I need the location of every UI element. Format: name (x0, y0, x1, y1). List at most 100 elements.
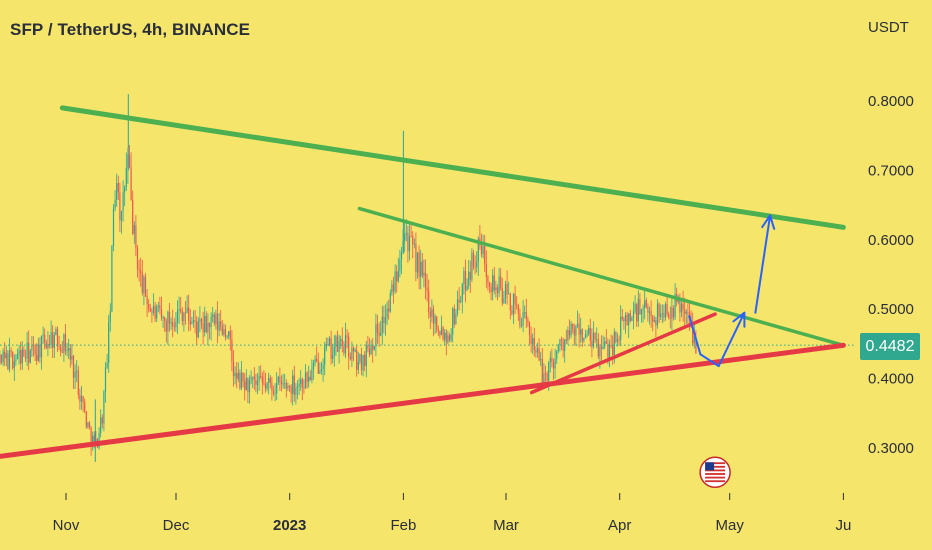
chart-title[interactable]: SFP / TetherUS, 4h, BINANCE (10, 20, 251, 39)
candle-body (647, 306, 649, 313)
candle-body (487, 276, 489, 283)
candle-body (205, 315, 207, 333)
candle-body (16, 353, 19, 360)
candle-body (90, 427, 92, 447)
candle-body (455, 313, 457, 325)
candle-body (541, 359, 543, 383)
trendlines[interactable] (0, 105, 846, 460)
candle-body (375, 324, 377, 347)
candle-body (183, 312, 185, 321)
candle-body (680, 303, 683, 313)
candle-body (528, 322, 531, 335)
candle-body (255, 379, 257, 385)
events[interactable] (699, 456, 731, 489)
candle-body (50, 332, 52, 345)
candle-body (167, 311, 169, 332)
candle-body (114, 199, 116, 209)
candle-body (394, 271, 396, 292)
candle-body (274, 393, 276, 395)
candle-body (432, 309, 435, 324)
candles (0, 94, 697, 462)
candle-body (119, 192, 121, 221)
candle-body (181, 311, 183, 321)
trendline-short-resistance[interactable] (357, 206, 846, 348)
candle-body (231, 339, 233, 362)
trendline-long-support[interactable] (0, 342, 846, 460)
candle-body (484, 246, 486, 265)
candle-body (628, 313, 630, 326)
candle-body (344, 335, 347, 354)
candle-body (55, 328, 57, 335)
candle-body (354, 350, 356, 352)
candle-body (556, 350, 558, 360)
candle-body (237, 372, 239, 379)
candle-body (439, 330, 441, 336)
candle-body (288, 386, 291, 387)
candle-body (250, 377, 252, 380)
candle-body (53, 335, 55, 348)
candle-body (565, 339, 567, 341)
candle-body (303, 387, 305, 389)
candle-body (148, 304, 150, 309)
candle-body (346, 335, 348, 337)
candle-body (448, 335, 451, 341)
candle-body (12, 351, 14, 369)
candle-body (271, 383, 273, 391)
candle-body (95, 438, 97, 442)
candle-body (474, 267, 476, 268)
candle-body (551, 357, 553, 362)
candle-body (68, 348, 70, 351)
y-axis[interactable]: 0.8000 0.7000 0.6000 0.5000 0.4000 0.3000 (868, 93, 914, 457)
candle-body (282, 383, 284, 385)
candle-body (189, 320, 191, 325)
candle-body (418, 252, 420, 277)
candle-body (100, 417, 102, 434)
candle-body (591, 340, 593, 347)
candle-body (316, 358, 318, 362)
candle-body (320, 369, 323, 371)
trendline-short-support[interactable] (529, 312, 717, 395)
candle-body (482, 246, 484, 255)
candle-body (103, 391, 105, 424)
candle-body (20, 350, 22, 364)
candle-body (389, 293, 391, 312)
candle-body (634, 304, 636, 312)
candle-body (333, 346, 335, 355)
candle-body (133, 225, 135, 234)
us-flag-icon[interactable] (699, 456, 731, 489)
candle-body (384, 317, 387, 324)
candle-body (388, 308, 390, 312)
candle-body (184, 312, 187, 314)
candle-body (612, 345, 614, 355)
candle-body (18, 350, 20, 354)
candle-body (106, 362, 108, 368)
candle-body (416, 252, 419, 273)
candle-body (154, 305, 156, 319)
x-axis[interactable]: Nov Dec 2023 Feb Mar Apr May Ju (53, 493, 852, 534)
x-tick-label: Nov (53, 517, 80, 534)
candle-body (380, 332, 382, 336)
candle-body (319, 370, 321, 374)
candle-body (192, 320, 195, 323)
y-tick-label: 0.5000 (868, 301, 914, 318)
candle-body (156, 306, 158, 319)
candle-body (610, 344, 612, 346)
candle-body (72, 356, 75, 378)
candle-body (220, 321, 222, 327)
candle-body (82, 396, 84, 403)
candle-body (247, 378, 249, 393)
candle-body (261, 376, 263, 383)
candle-body (32, 344, 35, 346)
projection-arrows[interactable] (688, 214, 776, 368)
trendline-long-resistance[interactable] (59, 105, 846, 230)
candle-body (48, 344, 51, 345)
candle-body (160, 309, 163, 318)
candle-body (7, 353, 9, 370)
candle-body (92, 435, 94, 447)
candle-body (602, 346, 604, 349)
candle-body (372, 344, 374, 350)
candle-body (399, 259, 401, 271)
candle-body (554, 359, 556, 369)
candle-body (44, 334, 46, 343)
